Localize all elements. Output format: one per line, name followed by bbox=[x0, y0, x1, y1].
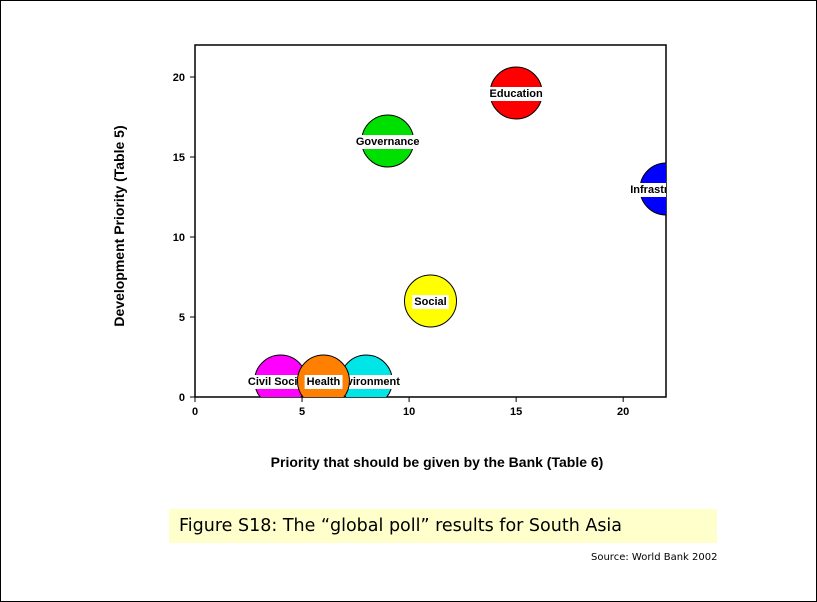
x-tick-label: 0 bbox=[192, 406, 198, 418]
y-tick-label: 5 bbox=[179, 312, 185, 324]
y-tick-label: 10 bbox=[173, 232, 185, 244]
bubble-label: Governance bbox=[356, 136, 420, 148]
bubble-label-band bbox=[628, 183, 666, 197]
bubble-label-band bbox=[412, 295, 449, 309]
x-tick-label: 20 bbox=[617, 406, 629, 418]
y-axis-label: Development Priority (Table 5) bbox=[111, 125, 127, 326]
bubble-label: Education bbox=[490, 88, 543, 100]
bubble-education: Education bbox=[487, 66, 545, 120]
bubble-label: Infrastructure bbox=[630, 184, 702, 196]
figure-caption: Figure S18: The “global poll” results fo… bbox=[169, 509, 717, 543]
bubble-label-band bbox=[353, 135, 422, 149]
bubble-chart: 0 5 10 15 20 0 5 10 15 20 Education Governance Infr… bbox=[111, 44, 702, 470]
x-axis-label: Priority that should be given by the Ban… bbox=[271, 454, 604, 470]
bubble-social: Social bbox=[404, 274, 457, 328]
bubble-label-band bbox=[304, 375, 343, 389]
bubble-label: Health bbox=[307, 376, 341, 388]
bubble-governance: Governance bbox=[353, 114, 422, 168]
bubble-infrastructure: Infrastructure bbox=[628, 162, 702, 216]
x-tick-label: 15 bbox=[510, 406, 522, 418]
y-tick-label: 15 bbox=[173, 152, 185, 164]
bubble-label: Social bbox=[414, 296, 446, 308]
x-tick-label: 10 bbox=[403, 406, 415, 418]
bubble-health: Health bbox=[296, 354, 350, 397]
source-note: Source: World Bank 2002 bbox=[591, 552, 718, 563]
bubble-label-band bbox=[487, 87, 545, 101]
y-tick-label: 20 bbox=[173, 72, 185, 84]
x-tick-label: 5 bbox=[299, 406, 305, 418]
plot-area bbox=[194, 44, 667, 398]
y-tick-label: 0 bbox=[179, 392, 185, 404]
